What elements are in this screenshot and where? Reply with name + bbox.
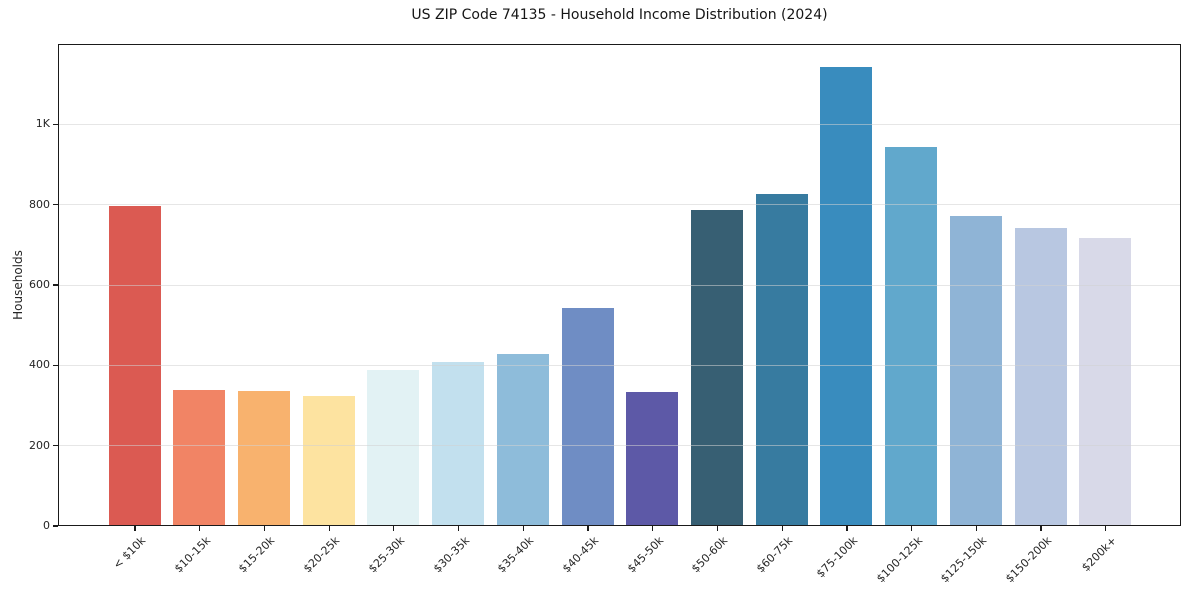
y-tick-label: 200 — [29, 438, 50, 452]
bar-$35-40k — [496, 353, 549, 525]
x-tick-mark — [199, 526, 201, 531]
y-tick-label: 400 — [29, 358, 50, 372]
gridline-y-200 — [59, 445, 1180, 447]
bar-$40-45k — [561, 308, 614, 525]
x-tick-mark — [522, 526, 524, 531]
bar-$10-15k — [173, 389, 226, 525]
bar-$15-20k — [237, 391, 290, 525]
x-tick-mark — [1040, 526, 1042, 531]
y-tick-mark — [53, 123, 58, 125]
x-tick-mark — [846, 526, 848, 531]
bar-$75-100k — [820, 67, 873, 525]
bar-$60-75k — [755, 193, 808, 525]
bar-$30-35k — [432, 362, 485, 525]
y-tick-mark — [53, 204, 58, 206]
x-tick-mark — [587, 526, 589, 531]
x-tick-mark — [716, 526, 719, 531]
x-tick-mark — [1105, 526, 1107, 531]
x-tick-mark — [458, 526, 460, 531]
bar-$125-150k — [949, 215, 1002, 525]
y-tick-mark — [53, 525, 58, 527]
y-tick-label: 0 — [43, 519, 50, 532]
x-tick-mark — [263, 526, 266, 531]
chart-title: US ZIP Code 74135 - Household Income Dis… — [411, 7, 828, 23]
x-tick-mark — [393, 526, 395, 531]
bar-$100-125k — [885, 147, 938, 525]
y-tick-label: 600 — [29, 278, 50, 291]
bar-$200k+ — [1079, 237, 1132, 525]
x-tick-mark — [975, 526, 977, 531]
y-tick-label: 1K — [35, 117, 50, 131]
x-tick-mark — [134, 526, 136, 531]
gridline-y-400 — [59, 364, 1180, 366]
x-tick-mark — [328, 526, 330, 531]
bar-$20-25k — [302, 396, 355, 525]
x-tick-label-< $10k: < $10k — [110, 534, 149, 572]
y-tick-mark — [53, 445, 58, 447]
plot-area — [58, 44, 1181, 526]
x-tick-mark — [652, 526, 654, 531]
bar-$150-200k — [1014, 227, 1067, 525]
x-tick-mark — [781, 526, 783, 531]
gridline-y-1000 — [59, 123, 1180, 125]
y-tick-mark — [53, 364, 58, 366]
bar-$50-60k — [690, 209, 743, 525]
x-tick-mark — [911, 526, 913, 531]
bar-$45-50k — [626, 392, 679, 525]
y-tick-mark — [53, 284, 58, 286]
y-tick-label: 800 — [29, 197, 50, 211]
bar-$25-30k — [367, 370, 420, 525]
gridline-y-800 — [59, 204, 1180, 206]
gridline-y-600 — [59, 284, 1180, 286]
